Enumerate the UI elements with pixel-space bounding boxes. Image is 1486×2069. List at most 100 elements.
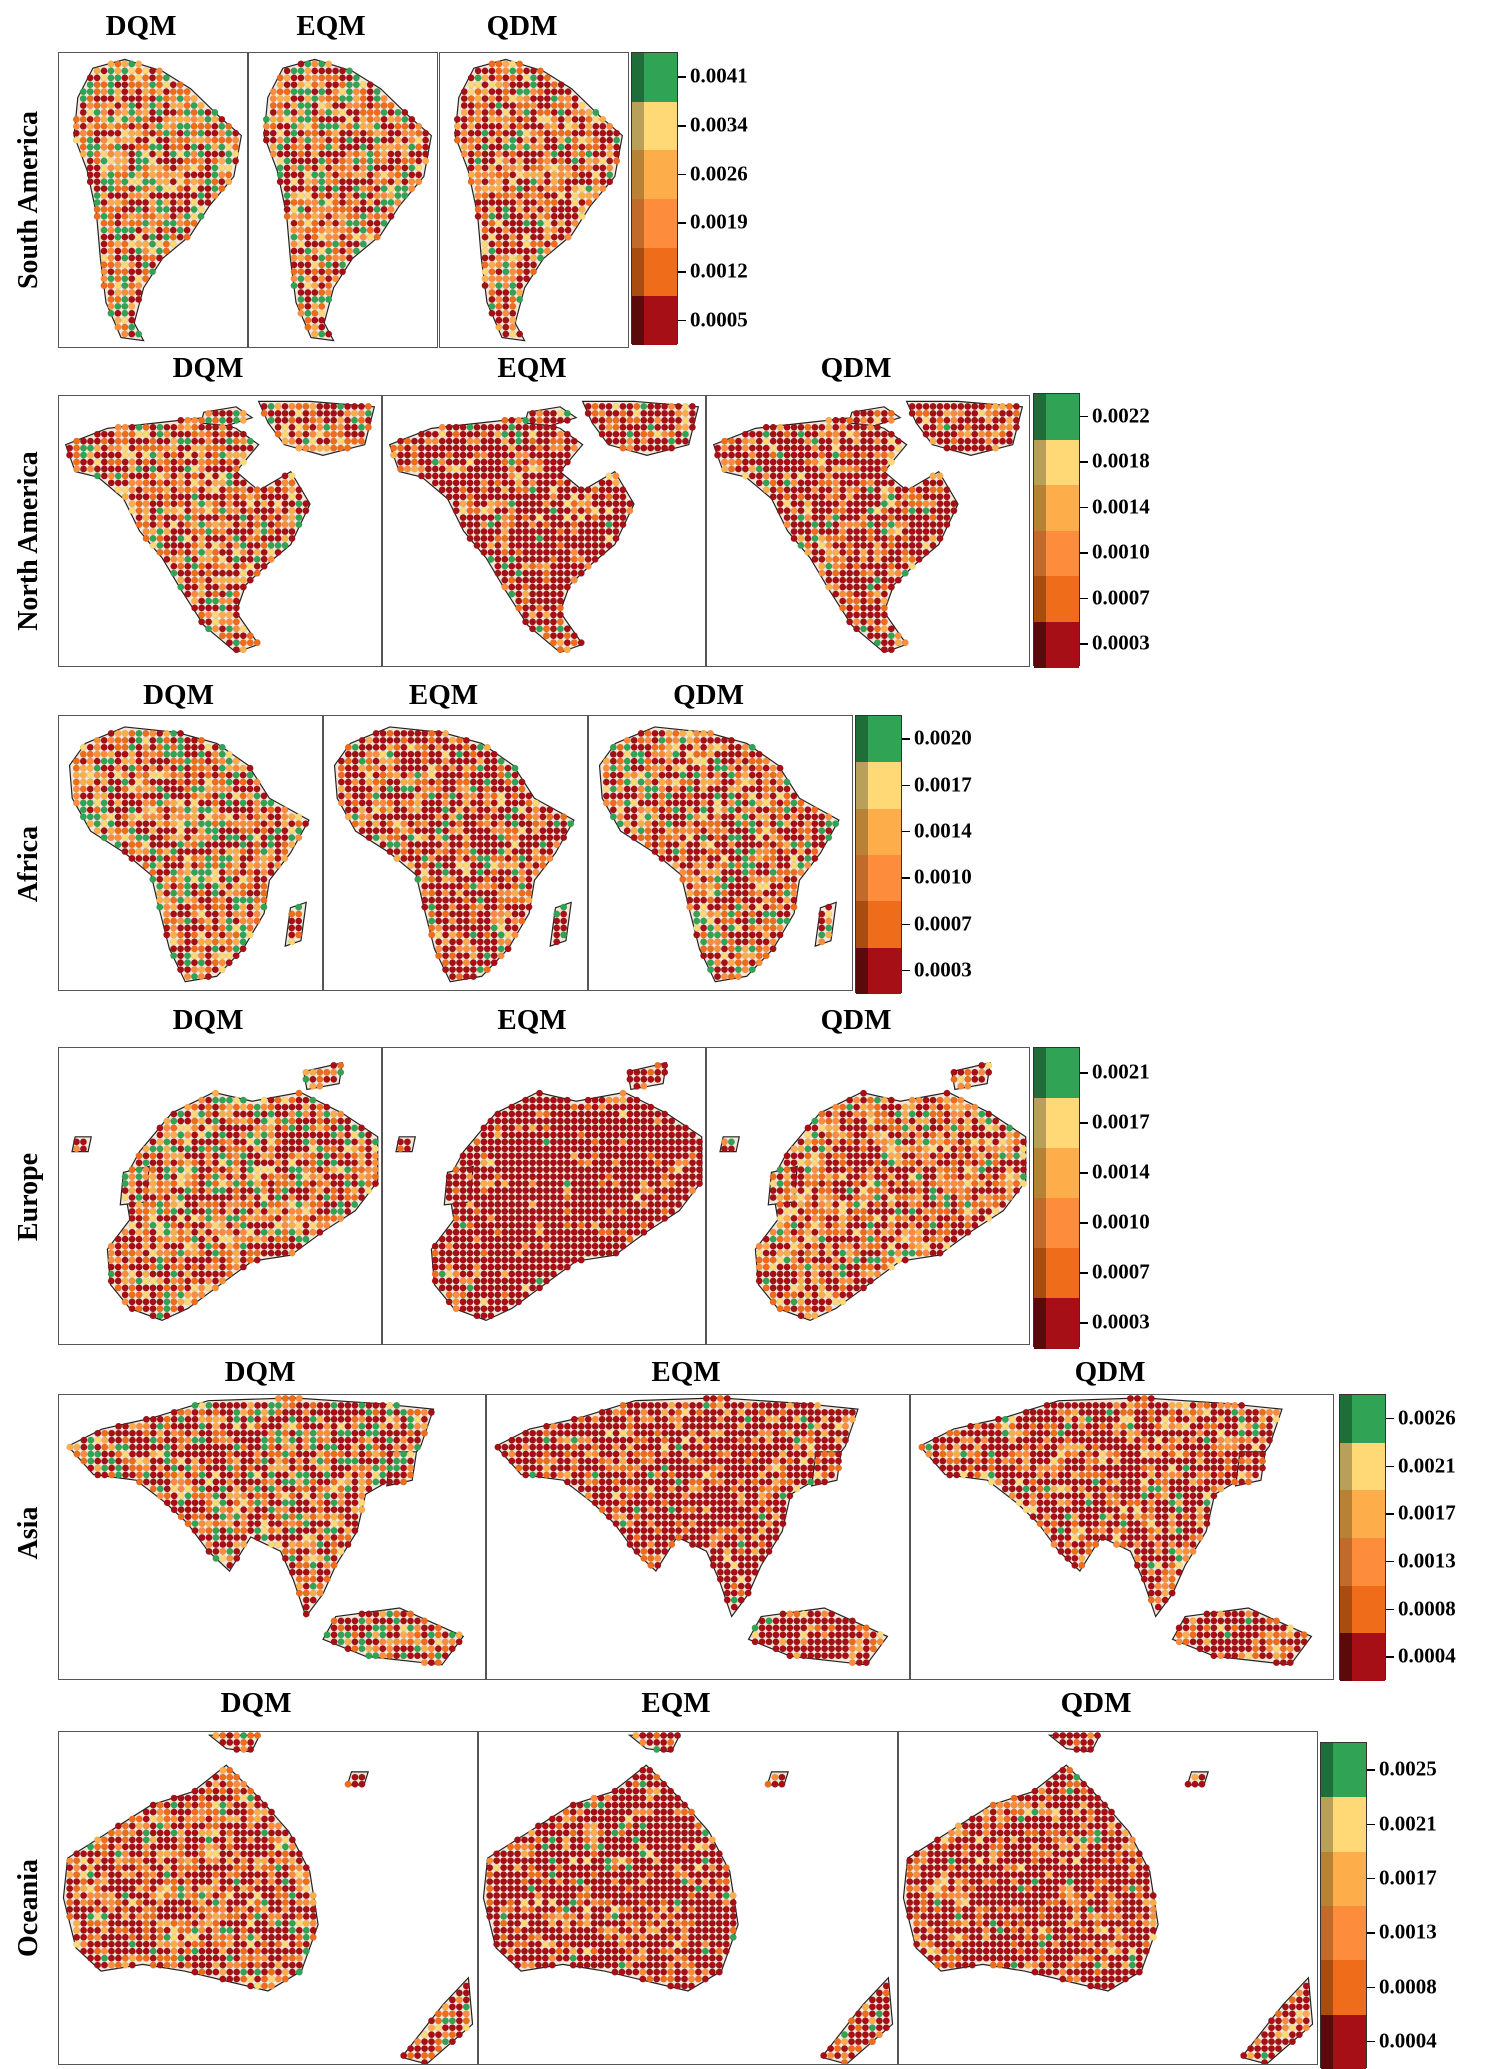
grid-cell-dot: [219, 416, 226, 424]
grid-cell-dot: [80, 444, 87, 452]
grid-cell-dot: [549, 618, 557, 626]
grid-cell-dot: [957, 437, 965, 445]
grid-cell-dot: [267, 409, 275, 417]
grid-cell-dot: [380, 143, 388, 151]
grid-cell-dot: [304, 275, 312, 283]
grid-cell-dot: [915, 555, 923, 563]
grid-cell-dot: [107, 108, 115, 116]
grid-cell-dot: [515, 555, 523, 563]
grid-cell-dot: [155, 254, 163, 262]
grid-cell-dot: [668, 423, 676, 431]
grid-cell-dot: [591, 528, 599, 535]
grid-cell-dot: [197, 157, 205, 165]
grid-cell-dot: [156, 848, 164, 855]
grid-cell-dot: [853, 618, 861, 626]
grid-cell-dot: [721, 437, 729, 445]
grid-cell-dot: [219, 479, 226, 487]
grid-cell-dot: [386, 771, 394, 779]
grid-cell-dot: [162, 226, 170, 234]
grid-cell-dot: [239, 848, 247, 855]
grid-cell-dot: [414, 799, 422, 807]
grid-cell-dot: [121, 750, 129, 758]
grid-cell-dot: [626, 437, 634, 445]
grid-cell-dot: [156, 465, 164, 473]
grid-cell-dot: [73, 437, 81, 445]
grid-cell-dot: [170, 848, 178, 855]
grid-cell-dot: [318, 164, 326, 172]
grid-cell-dot: [274, 514, 282, 522]
grid-cell-dot: [114, 323, 122, 331]
grid-cell-dot: [142, 81, 150, 89]
grid-cell-dot: [212, 576, 220, 584]
grid-cell-dot: [762, 486, 770, 494]
grid-cell-dot: [170, 875, 178, 883]
grid-cell-dot: [714, 444, 722, 452]
grid-cell-dot: [915, 500, 923, 508]
grid-cell-dot: [523, 95, 531, 103]
grid-cell-dot: [571, 178, 579, 186]
grid-cell-dot: [570, 500, 578, 508]
grid-cell-dot: [529, 437, 537, 445]
grid-cell-dot: [197, 164, 205, 172]
grid-cell-dot: [142, 785, 150, 793]
grid-cell-dot: [135, 834, 143, 842]
grid-cell-dot: [309, 437, 317, 445]
grid-cell-dot: [832, 569, 840, 577]
grid-cell-dot: [516, 108, 524, 116]
grid-cell-dot: [121, 157, 129, 165]
grid-cell-dot: [72, 136, 80, 144]
grid-cell-dot: [525, 799, 533, 807]
grid-cell-dot: [149, 771, 157, 779]
grid-cell-dot: [288, 514, 296, 522]
grid-cell-dot: [177, 562, 185, 570]
grid-cell-dot: [316, 402, 324, 410]
grid-cell-dot: [612, 423, 620, 431]
grid-cell-dot: [755, 430, 763, 438]
grid-cell-dot: [407, 736, 415, 744]
grid-cell-dot: [163, 778, 171, 786]
grid-cell-dot: [302, 423, 310, 431]
grid-cell-dot: [149, 102, 156, 109]
grid-cell-dot: [155, 150, 163, 158]
grid-cell-dot: [295, 402, 303, 410]
grid-cell-dot: [445, 458, 453, 466]
grid-cell-dot: [135, 67, 143, 75]
grid-cell-dot: [169, 199, 177, 206]
grid-cell-dot: [114, 472, 122, 480]
grid-cell-dot: [397, 458, 405, 466]
grid-cell-dot: [274, 541, 282, 549]
grid-cell-dot: [239, 854, 247, 862]
grid-cell-dot: [304, 226, 312, 234]
grid-cell-dot: [495, 81, 503, 89]
grid-cell-dot: [915, 493, 923, 501]
grid-cell-dot: [163, 437, 171, 445]
grid-cell-dot: [142, 254, 150, 262]
grid-cell-dot: [922, 521, 930, 529]
grid-cell-dot: [502, 67, 510, 75]
grid-cell-dot: [316, 423, 324, 431]
grid-cell-dot: [605, 437, 613, 445]
grid-cell-dot: [483, 813, 491, 821]
grid-cell-dot: [281, 402, 289, 410]
grid-cell-dot: [584, 562, 592, 570]
grid-cell-dot: [563, 409, 571, 417]
grid-cell-dot: [114, 729, 122, 737]
grid-cell-dot: [435, 750, 443, 758]
grid-cell-dot: [613, 136, 621, 144]
grid-cell-dot: [599, 164, 607, 172]
grid-cell-dot: [288, 416, 296, 424]
grid-cell-dot: [204, 910, 212, 918]
grid-cell-dot: [435, 764, 443, 772]
grid-cell-dot: [804, 507, 812, 515]
grid-cell-dot: [86, 74, 94, 82]
grid-cell-dot: [509, 115, 517, 123]
grid-cell-dot: [304, 67, 312, 75]
grid-cell-dot: [790, 479, 798, 487]
grid-cell-dot: [204, 185, 212, 193]
grid-cell-dot: [571, 122, 579, 130]
grid-cell-dot: [530, 81, 537, 89]
grid-cell-dot: [592, 185, 600, 193]
grid-cell-dot: [135, 60, 143, 68]
grid-cell-dot: [508, 521, 516, 529]
grid-cell-dot: [128, 115, 136, 123]
